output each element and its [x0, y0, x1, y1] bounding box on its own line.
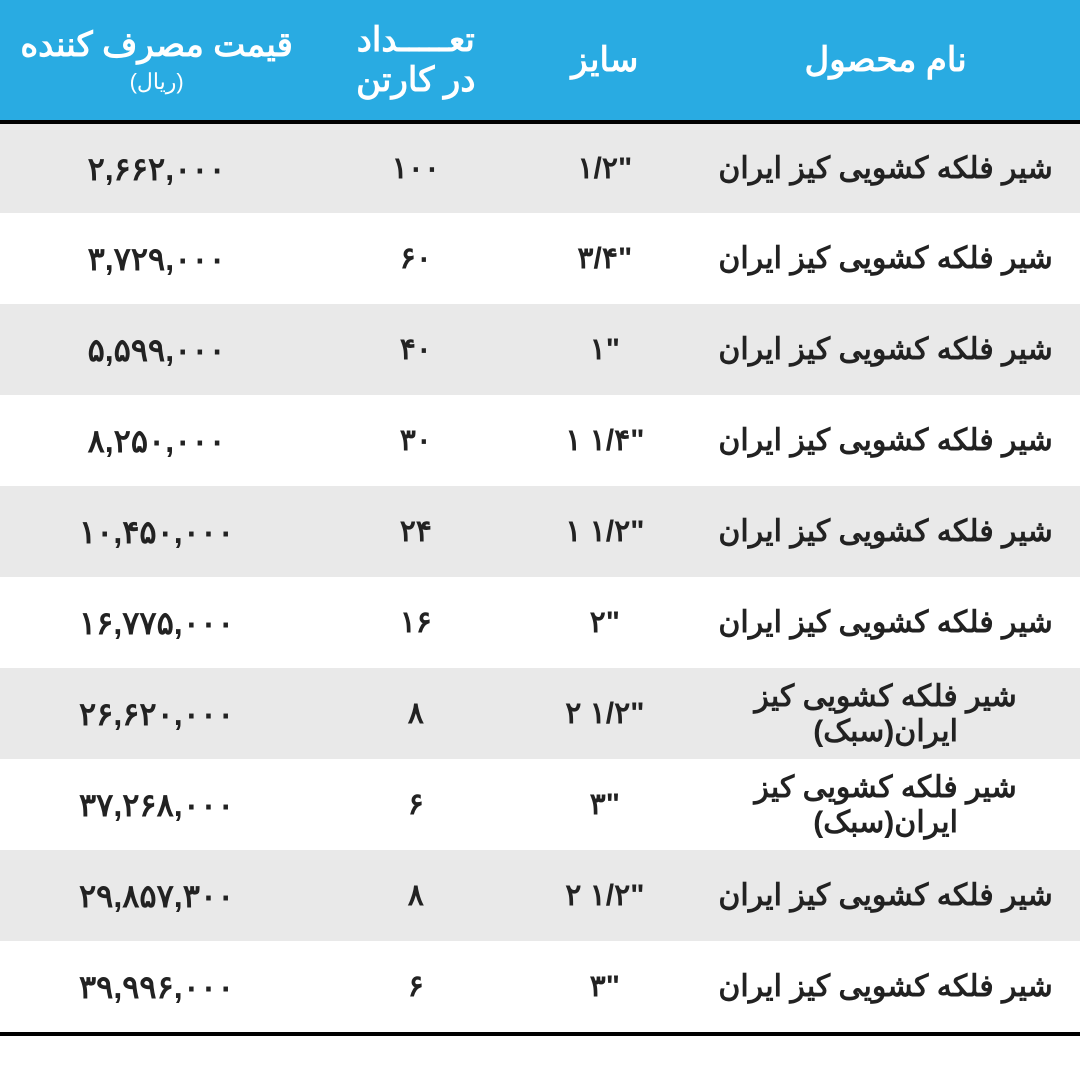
cell-size: ۱": [518, 304, 691, 395]
cell-size: ۳": [518, 759, 691, 850]
cell-price: ۲,۶۶۲,۰۰۰: [0, 122, 313, 213]
cell-qty: ۸: [313, 668, 518, 759]
cell-size: ۲ ۱/۲": [518, 668, 691, 759]
cell-price: ۱۰,۴۵۰,۰۰۰: [0, 486, 313, 577]
header-name: نام محصول: [691, 0, 1080, 122]
cell-name: شیر فلکه کشویی کیز ایران: [691, 850, 1080, 941]
cell-price: ۸,۲۵۰,۰۰۰: [0, 395, 313, 486]
table-row: شیر فلکه کشویی کیز ایران(سبک)۲ ۱/۲"۸۲۶,۶…: [0, 668, 1080, 759]
table-body: شیر فلکه کشویی کیز ایران۱/۲"۱۰۰۲,۶۶۲,۰۰۰…: [0, 122, 1080, 1032]
cell-name: شیر فلکه کشویی کیز ایران: [691, 577, 1080, 668]
header-qty-label2: در کارتن: [356, 61, 475, 99]
cell-size: ۱/۲": [518, 122, 691, 213]
table-row: شیر فلکه کشویی کیز ایران۲"۱۶۱۶,۷۷۵,۰۰۰: [0, 577, 1080, 668]
cell-name: شیر فلکه کشویی کیز ایران: [691, 941, 1080, 1032]
header-size: سایز: [518, 0, 691, 122]
cell-size: ۳": [518, 941, 691, 1032]
table-row: شیر فلکه کشویی کیز ایران۱/۲"۱۰۰۲,۶۶۲,۰۰۰: [0, 122, 1080, 213]
cell-qty: ۶: [313, 759, 518, 850]
cell-name: شیر فلکه کشویی کیز ایران: [691, 395, 1080, 486]
cell-qty: ۴۰: [313, 304, 518, 395]
table-row: شیر فلکه کشویی کیز ایران۳"۶۳۹,۹۹۶,۰۰۰: [0, 941, 1080, 1032]
cell-size: ۳/۴": [518, 213, 691, 304]
price-table-container: نام محصول سایز تعـــــداد در کارتن قیمت …: [0, 0, 1080, 1036]
cell-name: شیر فلکه کشویی کیز ایران(سبک): [691, 759, 1080, 850]
header-price: قیمت مصرف کننده (ریال): [0, 0, 313, 122]
header-price-sublabel: (ریال): [10, 69, 303, 95]
header-price-label: قیمت مصرف کننده: [20, 26, 293, 64]
cell-price: ۲۶,۶۲۰,۰۰۰: [0, 668, 313, 759]
header-name-label: نام محصول: [804, 41, 966, 79]
cell-price: ۵,۵۹۹,۰۰۰: [0, 304, 313, 395]
cell-size: ۲ ۱/۲": [518, 850, 691, 941]
header-qty: تعـــــداد در کارتن: [313, 0, 518, 122]
table-header: نام محصول سایز تعـــــداد در کارتن قیمت …: [0, 0, 1080, 122]
cell-qty: ۱۰۰: [313, 122, 518, 213]
table-row: شیر فلکه کشویی کیز ایران(سبک)۳"۶۳۷,۲۶۸,۰…: [0, 759, 1080, 850]
cell-price: ۱۶,۷۷۵,۰۰۰: [0, 577, 313, 668]
cell-qty: ۸: [313, 850, 518, 941]
table-row: شیر فلکه کشویی کیز ایران۱ ۱/۲"۲۴۱۰,۴۵۰,۰…: [0, 486, 1080, 577]
cell-name: شیر فلکه کشویی کیز ایران(سبک): [691, 668, 1080, 759]
cell-name: شیر فلکه کشویی کیز ایران: [691, 213, 1080, 304]
cell-qty: ۱۶: [313, 577, 518, 668]
price-table: نام محصول سایز تعـــــداد در کارتن قیمت …: [0, 0, 1080, 1032]
table-row: شیر فلکه کشویی کیز ایران۱ ۱/۴"۳۰۸,۲۵۰,۰۰…: [0, 395, 1080, 486]
cell-price: ۳,۷۲۹,۰۰۰: [0, 213, 313, 304]
cell-qty: ۶۰: [313, 213, 518, 304]
cell-price: ۳۷,۲۶۸,۰۰۰: [0, 759, 313, 850]
cell-qty: ۲۴: [313, 486, 518, 577]
cell-size: ۱ ۱/۲": [518, 486, 691, 577]
cell-name: شیر فلکه کشویی کیز ایران: [691, 486, 1080, 577]
cell-price: ۳۹,۹۹۶,۰۰۰: [0, 941, 313, 1032]
cell-qty: ۶: [313, 941, 518, 1032]
cell-size: ۲": [518, 577, 691, 668]
header-row: نام محصول سایز تعـــــداد در کارتن قیمت …: [0, 0, 1080, 122]
cell-size: ۱ ۱/۴": [518, 395, 691, 486]
table-row: شیر فلکه کشویی کیز ایران۱"۴۰۵,۵۹۹,۰۰۰: [0, 304, 1080, 395]
header-qty-label1: تعـــــداد: [357, 21, 475, 59]
cell-qty: ۳۰: [313, 395, 518, 486]
cell-name: شیر فلکه کشویی کیز ایران: [691, 304, 1080, 395]
cell-price: ۲۹,۸۵۷,۳۰۰: [0, 850, 313, 941]
table-row: شیر فلکه کشویی کیز ایران۲ ۱/۲"۸۲۹,۸۵۷,۳۰…: [0, 850, 1080, 941]
header-size-label: سایز: [571, 41, 638, 79]
cell-name: شیر فلکه کشویی کیز ایران: [691, 122, 1080, 213]
table-row: شیر فلکه کشویی کیز ایران۳/۴"۶۰۳,۷۲۹,۰۰۰: [0, 213, 1080, 304]
